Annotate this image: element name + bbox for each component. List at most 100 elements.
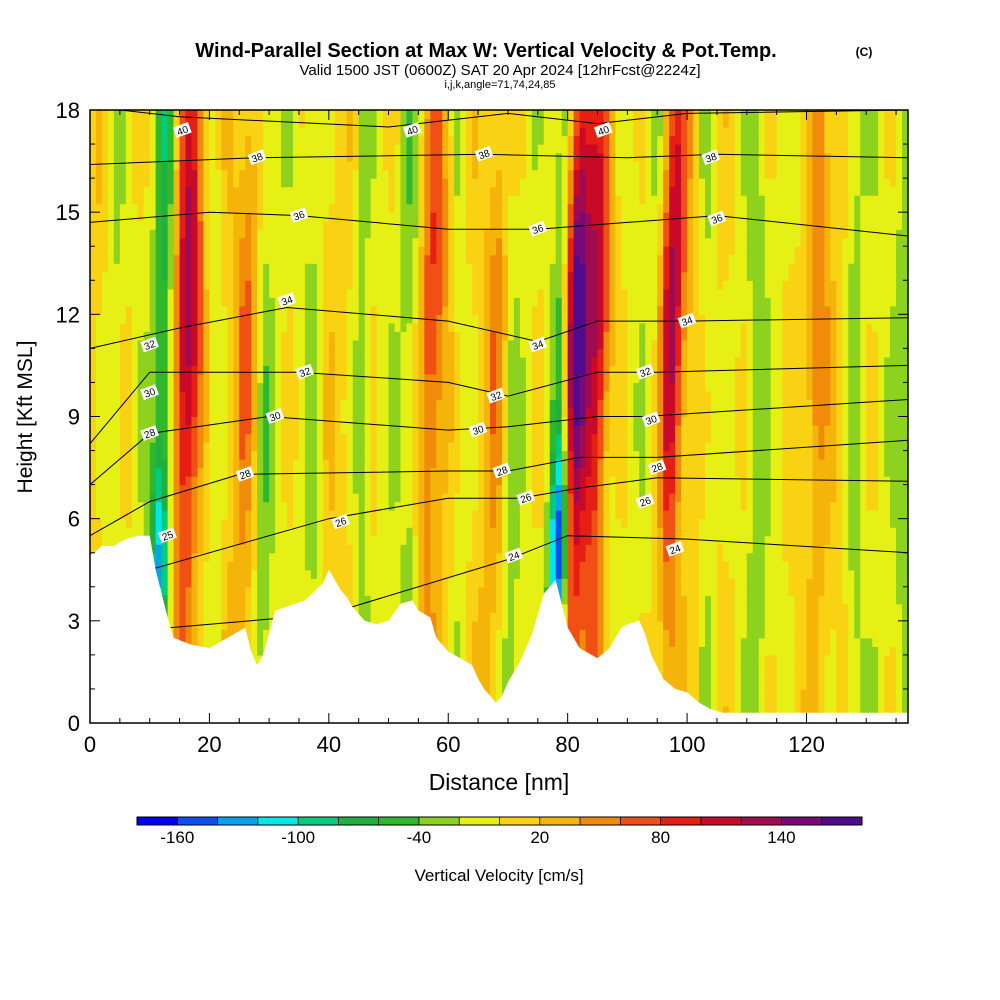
velocity-cell xyxy=(90,246,97,256)
velocity-cell xyxy=(191,169,199,179)
velocity-cell xyxy=(388,220,396,230)
velocity-cell xyxy=(173,390,181,401)
velocity-cell xyxy=(113,229,121,239)
velocity-cell xyxy=(155,203,163,213)
velocity-cell xyxy=(179,152,187,162)
velocity-cell xyxy=(275,220,282,230)
velocity-cell xyxy=(209,144,216,154)
velocity-cell xyxy=(161,169,169,179)
velocity-cell xyxy=(233,356,240,367)
velocity-cell xyxy=(436,314,443,324)
velocity-cell xyxy=(113,314,121,324)
velocity-cell xyxy=(298,178,306,188)
velocity-cell xyxy=(215,416,222,426)
velocity-cell xyxy=(233,254,240,264)
velocity-cell xyxy=(334,254,342,264)
velocity-cell xyxy=(197,144,205,154)
velocity-cell xyxy=(460,186,467,196)
velocity-cell xyxy=(257,450,264,460)
velocity-cell xyxy=(370,578,378,588)
velocity-cell xyxy=(149,118,157,128)
velocity-cell xyxy=(370,305,378,315)
velocity-cell xyxy=(107,407,115,418)
velocity-cell xyxy=(490,603,497,613)
velocity-cell xyxy=(263,382,270,392)
velocity-cell xyxy=(173,220,181,230)
velocity-cell xyxy=(215,586,222,596)
velocity-cell xyxy=(298,535,306,545)
velocity-cell xyxy=(382,390,390,401)
velocity-cell xyxy=(388,322,396,332)
velocity-cell xyxy=(460,518,467,528)
velocity-cell xyxy=(388,569,396,579)
velocity-cell xyxy=(496,603,503,613)
velocity-cell xyxy=(293,467,300,477)
velocity-cell xyxy=(125,263,133,273)
velocity-cell xyxy=(161,569,169,579)
velocity-cell xyxy=(95,263,103,273)
velocity-cell xyxy=(490,535,497,545)
velocity-cell xyxy=(298,305,306,315)
velocity-cell xyxy=(454,484,461,494)
velocity-cell xyxy=(113,442,121,452)
velocity-cell xyxy=(424,322,431,332)
velocity-cell xyxy=(251,135,258,145)
velocity-cell xyxy=(155,433,163,443)
velocity-cell xyxy=(328,365,336,375)
velocity-cell xyxy=(281,365,288,375)
velocity-cell xyxy=(298,322,306,332)
velocity-cell xyxy=(185,348,193,358)
velocity-cell xyxy=(394,220,402,230)
velocity-cell xyxy=(233,476,240,486)
velocity-cell xyxy=(501,646,509,656)
velocity-cell xyxy=(490,459,497,469)
velocity-cell xyxy=(466,118,473,128)
velocity-cell xyxy=(137,407,145,418)
velocity-cell xyxy=(137,118,145,128)
velocity-cell xyxy=(376,433,384,443)
velocity-cell xyxy=(418,144,425,154)
velocity-cell xyxy=(245,493,252,503)
velocity-cell xyxy=(382,569,390,579)
velocity-cell xyxy=(460,484,467,494)
velocity-cell xyxy=(352,118,360,128)
velocity-cell xyxy=(400,271,408,281)
velocity-cell xyxy=(197,569,205,579)
velocity-cell xyxy=(149,314,157,324)
velocity-cell xyxy=(233,203,240,213)
velocity-cell xyxy=(490,484,497,494)
velocity-cell xyxy=(322,450,330,460)
velocity-cell xyxy=(442,135,449,145)
velocity-cell xyxy=(227,493,234,503)
velocity-cell xyxy=(107,373,115,384)
velocity-cell xyxy=(328,467,336,477)
velocity-cell xyxy=(293,297,300,307)
velocity-cell xyxy=(101,203,109,213)
velocity-cell xyxy=(263,467,270,477)
velocity-cell xyxy=(328,135,336,145)
velocity-cell xyxy=(394,493,402,503)
velocity-cell xyxy=(358,407,366,418)
velocity-cell xyxy=(161,544,169,554)
velocity-cell xyxy=(95,127,103,137)
velocity-cell xyxy=(304,569,312,579)
velocity-cell xyxy=(101,229,109,239)
velocity-cell xyxy=(275,331,282,341)
velocity-cell xyxy=(203,280,211,290)
velocity-cell xyxy=(436,212,443,222)
velocity-cell xyxy=(406,297,414,307)
velocity-cell xyxy=(251,365,258,375)
velocity-cell xyxy=(376,569,384,579)
velocity-cell xyxy=(125,220,133,230)
velocity-cell xyxy=(167,297,175,307)
velocity-cell xyxy=(107,220,115,230)
velocity-cell xyxy=(346,390,354,401)
velocity-cell xyxy=(137,484,145,494)
velocity-cell xyxy=(167,552,175,562)
velocity-cell xyxy=(304,356,312,367)
velocity-cell xyxy=(287,263,294,273)
velocity-cell xyxy=(179,186,187,196)
velocity-cell xyxy=(484,203,491,213)
velocity-cell xyxy=(298,390,306,401)
velocity-cell xyxy=(113,484,121,494)
